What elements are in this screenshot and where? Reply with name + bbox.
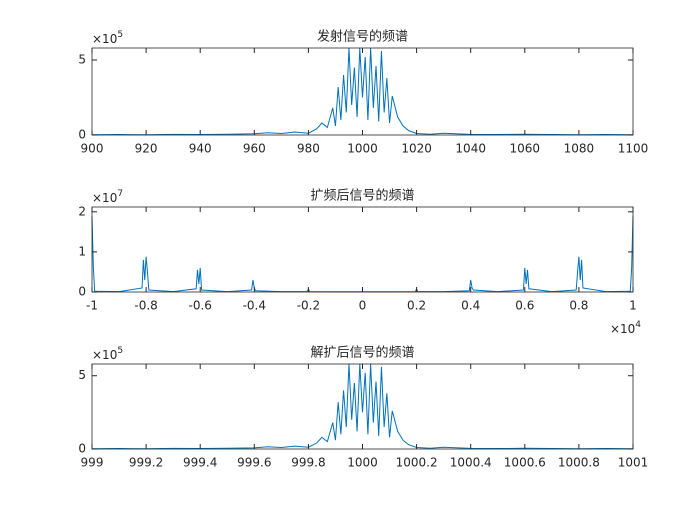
y-tick-label: 5 xyxy=(78,368,86,382)
spectrum-line xyxy=(91,363,634,450)
multiplier-exponent: 7 xyxy=(117,189,123,199)
x-tick-label: 1000.4 xyxy=(450,456,492,470)
x-tick-label: 0 xyxy=(359,299,367,313)
x-tick-label: -1 xyxy=(86,299,98,313)
subplot: 解扩后信号的频谱 999 999.2 999.4 999.6 999.8 1000 1000.… xyxy=(78,345,648,470)
chart-title: 解扩后信号的频谱 xyxy=(310,345,414,361)
x-tick-label: 920 xyxy=(135,142,158,156)
x-tick-label: 1000 xyxy=(347,142,378,156)
x-tick-label: 1000 xyxy=(347,456,378,470)
x-tick-label: 999.6 xyxy=(237,456,271,470)
chart-title: 发射信号的频谱 xyxy=(317,29,408,45)
multiplier-exponent: 4 xyxy=(635,320,641,330)
x-tick-label: 0.6 xyxy=(515,299,534,313)
x-tick-label: 999.4 xyxy=(183,456,217,470)
subplot: 扩频后信号的频谱 -1 -0.8 -0.6 -0.4 -0.2 0 0.2 0.4 0.6 0.8 1… xyxy=(78,188,636,313)
x-tick-label: 1001 xyxy=(618,456,649,470)
x-tick-label: 980 xyxy=(297,142,320,156)
y-tick-label: 2 xyxy=(78,204,86,218)
axes-box xyxy=(91,363,634,450)
x-tick-label: 1100 xyxy=(618,142,649,156)
x-tick-label: 999.2 xyxy=(129,456,163,470)
x-tick-label: 1040 xyxy=(455,142,486,156)
x-tick-label: 1080 xyxy=(564,142,595,156)
x-tick-label: 0.4 xyxy=(461,299,480,313)
x-tick-label: 0.8 xyxy=(569,299,588,313)
axis-multiplier: ×104 xyxy=(610,320,641,336)
subplot: 发射信号的频谱 900 920 940 960 980 1000 1020 1040 1060 10… xyxy=(78,29,648,156)
axis-multiplier: ×105 xyxy=(92,30,123,46)
multiplier-base: ×10 xyxy=(92,191,117,205)
x-tick-label: 1060 xyxy=(510,142,541,156)
y-tick-label: 0 xyxy=(78,128,86,142)
x-tick-label: -0.6 xyxy=(188,299,211,313)
x-tick-label: -0.2 xyxy=(297,299,320,313)
x-tick-label: 1020 xyxy=(401,142,432,156)
chart-title: 扩频后信号的频谱 xyxy=(310,188,414,204)
x-tick-label: 1 xyxy=(629,299,637,313)
multiplier-exponent: 5 xyxy=(117,346,123,356)
x-tick-label: 900 xyxy=(81,142,104,156)
axes-box xyxy=(91,206,634,293)
spectrum-line xyxy=(91,47,634,136)
x-tick-label: -0.4 xyxy=(243,299,266,313)
plot-area xyxy=(92,207,633,292)
x-tick-label: 999 xyxy=(81,456,104,470)
y-tick-label: 0 xyxy=(78,285,86,299)
x-tick-label: 1000.8 xyxy=(558,456,600,470)
multiplier-base: ×10 xyxy=(610,322,635,336)
y-tick-label: 5 xyxy=(78,53,86,67)
x-tick-label: 960 xyxy=(243,142,266,156)
multiplier-base: ×10 xyxy=(92,348,117,362)
multiplier-base: ×10 xyxy=(92,32,117,46)
x-tick-label: -0.8 xyxy=(134,299,157,313)
y-tick-label: 1 xyxy=(78,244,86,258)
axis-multiplier: ×107 xyxy=(92,189,123,205)
x-tick-label: 0.2 xyxy=(407,299,426,313)
x-tick-label: 940 xyxy=(189,142,212,156)
y-tick-label: 0 xyxy=(78,442,86,456)
x-tick-label: 1000.2 xyxy=(396,456,438,470)
axis-multiplier: ×105 xyxy=(92,346,123,362)
axes-box xyxy=(91,47,634,136)
x-tick-label: 999.8 xyxy=(291,456,325,470)
multiplier-exponent: 5 xyxy=(117,30,123,40)
x-tick-label: 1000.6 xyxy=(504,456,546,470)
